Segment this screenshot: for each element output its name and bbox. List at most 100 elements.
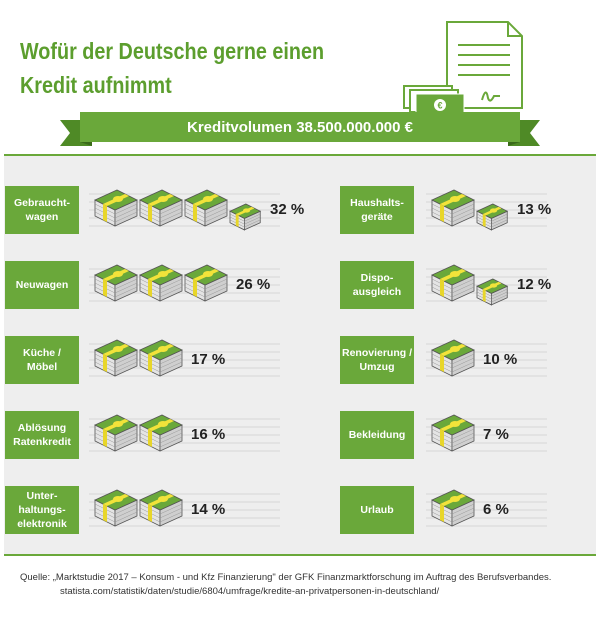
stack-seal	[113, 496, 123, 502]
stack-seal	[113, 346, 123, 352]
stack-seal	[450, 421, 460, 427]
stack-edge	[94, 282, 138, 294]
stack-seal	[450, 496, 460, 502]
category-box	[340, 261, 414, 309]
subtitle: Kreditvolumen 38.500.000.000 €	[187, 119, 414, 136]
document-icon: €	[403, 21, 523, 117]
stack-seal	[113, 421, 123, 427]
stack-edge	[139, 203, 183, 215]
stack-edge	[184, 286, 228, 298]
category-label: Gebraucht-wagen	[14, 197, 71, 223]
category-box	[340, 336, 414, 384]
stack-band	[440, 429, 444, 447]
stack-edge	[431, 357, 475, 369]
pictogram	[431, 189, 509, 231]
stack-band	[103, 504, 107, 522]
value-label: 7 %	[483, 426, 509, 443]
category-box	[5, 336, 79, 384]
stack-band	[148, 279, 152, 297]
stack-edge	[431, 428, 475, 440]
stack-edge	[94, 278, 138, 290]
stack-edge	[184, 211, 228, 223]
stack-band	[103, 429, 107, 447]
stack-edge	[94, 353, 138, 365]
stack-edge	[431, 278, 475, 290]
svg-text:€: €	[437, 100, 442, 110]
stack-band	[103, 204, 107, 222]
stack-edge	[94, 357, 138, 369]
category-box	[340, 186, 414, 234]
pictogram	[94, 339, 183, 377]
stack-band	[440, 504, 444, 522]
title: Wofür der Deutsche gerne einen Kredit au…	[20, 38, 325, 98]
category-label: Neuwagen	[16, 279, 69, 291]
stack-edge	[139, 428, 183, 440]
value-label: 26 %	[236, 276, 270, 293]
pictogram	[431, 489, 475, 527]
stack-edge	[139, 211, 183, 223]
stack-band	[235, 214, 239, 228]
stack-edge	[431, 353, 475, 365]
source: Quelle: „Marktstudie 2017 – Konsum - und…	[20, 572, 551, 583]
category-label: Dispo-ausgleich	[353, 272, 401, 298]
category-label: Haushalts-geräte	[350, 197, 404, 223]
pictogram	[431, 414, 475, 452]
stack-edge	[94, 511, 138, 523]
stack-edge	[94, 432, 138, 444]
stack-edge	[94, 203, 138, 215]
stack-seal	[203, 196, 213, 202]
stack-edge	[139, 278, 183, 290]
stack-edge	[476, 288, 508, 297]
stack-edge	[184, 203, 228, 215]
stack-seal	[203, 271, 213, 277]
stack-edge	[229, 213, 261, 222]
stack-edge	[184, 282, 228, 294]
stack-edge	[94, 211, 138, 223]
category-box	[5, 186, 79, 234]
stack-edge	[139, 511, 183, 523]
stack-edge	[94, 507, 138, 519]
stack-edge	[94, 361, 138, 373]
stack-edge	[431, 503, 475, 515]
stack-edge	[139, 282, 183, 294]
stack-edge	[476, 219, 508, 228]
stack-edge	[431, 511, 475, 523]
pictogram	[94, 264, 228, 302]
category-box	[5, 411, 79, 459]
stack-edge	[476, 291, 508, 300]
category-label: Ablösung Ratenkredit	[13, 422, 71, 448]
stack-edge	[139, 207, 183, 219]
stack-band	[148, 429, 152, 447]
stack-seal	[113, 271, 123, 277]
stack-band	[148, 504, 152, 522]
stack-edge	[139, 361, 183, 373]
stack-edge	[139, 353, 183, 365]
pictogram	[94, 189, 262, 231]
value-label: 6 %	[483, 501, 509, 518]
value-label: 16 %	[191, 426, 225, 443]
stack-edge	[139, 507, 183, 519]
category-label: Renovierung / Umzug	[342, 347, 412, 373]
stack-seal	[113, 196, 123, 202]
stack-edge	[184, 278, 228, 290]
stack-band	[440, 354, 444, 372]
pictogram	[94, 489, 183, 527]
stack-edge	[431, 361, 475, 373]
stack-edge	[229, 216, 261, 225]
stack-edge	[476, 213, 508, 222]
stack-edge	[139, 357, 183, 369]
value-label: 14 %	[191, 501, 225, 518]
value-label: 10 %	[483, 351, 517, 368]
pictogram	[431, 264, 509, 306]
stack-edge	[94, 286, 138, 298]
stack-edge	[139, 432, 183, 444]
source-url: statista.com/statistik/daten/studie/6804…	[60, 586, 440, 597]
stack-band	[193, 204, 197, 222]
stack-seal	[450, 271, 460, 277]
stack-edge	[139, 436, 183, 448]
stack-seal	[489, 208, 498, 213]
stack-band	[482, 214, 486, 228]
stack-band	[482, 289, 486, 303]
